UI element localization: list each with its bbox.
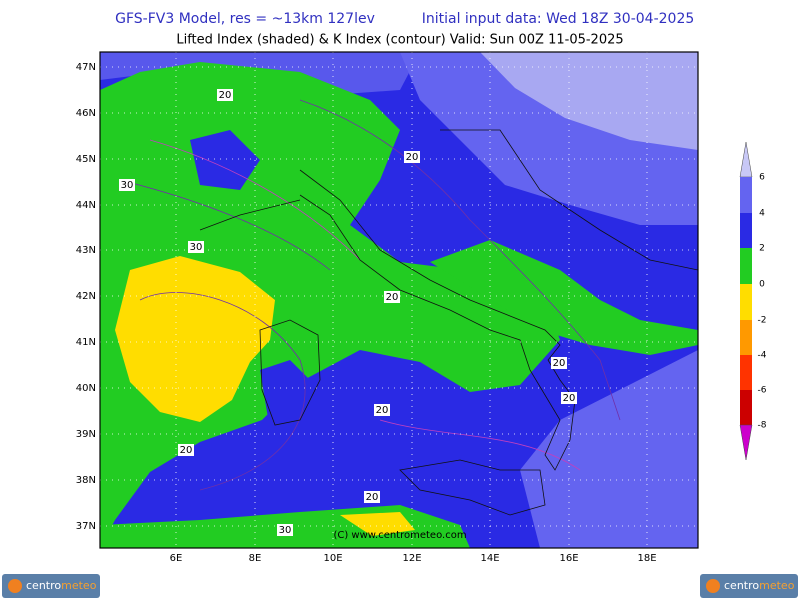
lat-label: 43N: [76, 245, 96, 256]
lon-label: 12E: [402, 553, 421, 564]
contour-label: 20: [366, 492, 379, 503]
model-title: GFS-FV3 Model, res = ~13km 127lev: [115, 11, 375, 27]
lat-label: 46N: [76, 108, 96, 119]
map-frame: [99, 51, 699, 549]
legend-label: 4: [759, 209, 765, 219]
map-field: [100, 52, 698, 548]
contour-label-box: [188, 241, 204, 253]
contour-label-box: [178, 444, 194, 456]
logo-part2: meteo: [759, 579, 795, 592]
lat-label: 38N: [76, 475, 96, 486]
lat-label: 44N: [76, 200, 96, 211]
lon-label: 14E: [480, 553, 499, 564]
lon-label: 6E: [170, 553, 183, 564]
contour-label: 20: [406, 152, 419, 163]
copyright: (C) www.centrometeo.com: [333, 530, 466, 541]
lat-label: 42N: [76, 291, 96, 302]
contour-label: 20: [553, 358, 566, 369]
contour-label-box: [551, 357, 567, 369]
contour-label: 20: [180, 445, 193, 456]
lon-label: 10E: [323, 553, 342, 564]
contour-label: 30: [279, 525, 292, 536]
subtitle: Lifted Index (shaded) & K Index (contour…: [176, 33, 623, 48]
lat-label: 47N: [76, 62, 96, 73]
lat-label: 37N: [76, 521, 96, 532]
legend-label: 0: [759, 280, 765, 290]
contour-label: 20: [376, 405, 389, 416]
init-title: Initial input data: Wed 18Z 30-04-2025: [422, 11, 695, 27]
legend-label: -4: [758, 351, 767, 361]
legend-label: -2: [758, 316, 767, 326]
logo-part2: meteo: [61, 579, 97, 592]
logo-part1: centro: [724, 579, 759, 592]
lat-label: 39N: [76, 429, 96, 440]
contour-label-box: [404, 151, 420, 163]
contour-label: 30: [121, 180, 134, 191]
contour-label: 20: [563, 393, 576, 404]
legend-label: 2: [759, 244, 765, 254]
legend-label: 6: [759, 173, 765, 183]
contour-label-box: [374, 404, 390, 416]
lon-label: 18E: [637, 553, 656, 564]
logo-part1: centro: [26, 579, 61, 592]
graticule: [100, 52, 698, 548]
contour-label: 30: [190, 242, 203, 253]
contour-label: 20: [386, 292, 399, 303]
contour-label-box: [217, 89, 233, 101]
legend-label: -8: [758, 421, 767, 431]
lat-label: 41N: [76, 337, 96, 348]
contour-label-box: [384, 291, 400, 303]
contour-label-box: [364, 491, 380, 503]
contour-label: 20: [219, 90, 232, 101]
contour-label-box: [119, 179, 135, 191]
lat-label: 40N: [76, 383, 96, 394]
contour-label-box: [561, 392, 577, 404]
legend-label: -6: [758, 386, 767, 396]
lon-label: 8E: [249, 553, 262, 564]
lon-label: 16E: [559, 553, 578, 564]
logo-text: centrometeo: [724, 579, 795, 592]
logo: centrometeo centrometeo: [2, 574, 798, 598]
colorbar: [739, 141, 753, 461]
contour-label-box: [277, 524, 293, 536]
logo-text: centrometeo: [26, 579, 97, 592]
lat-label: 45N: [76, 154, 96, 165]
